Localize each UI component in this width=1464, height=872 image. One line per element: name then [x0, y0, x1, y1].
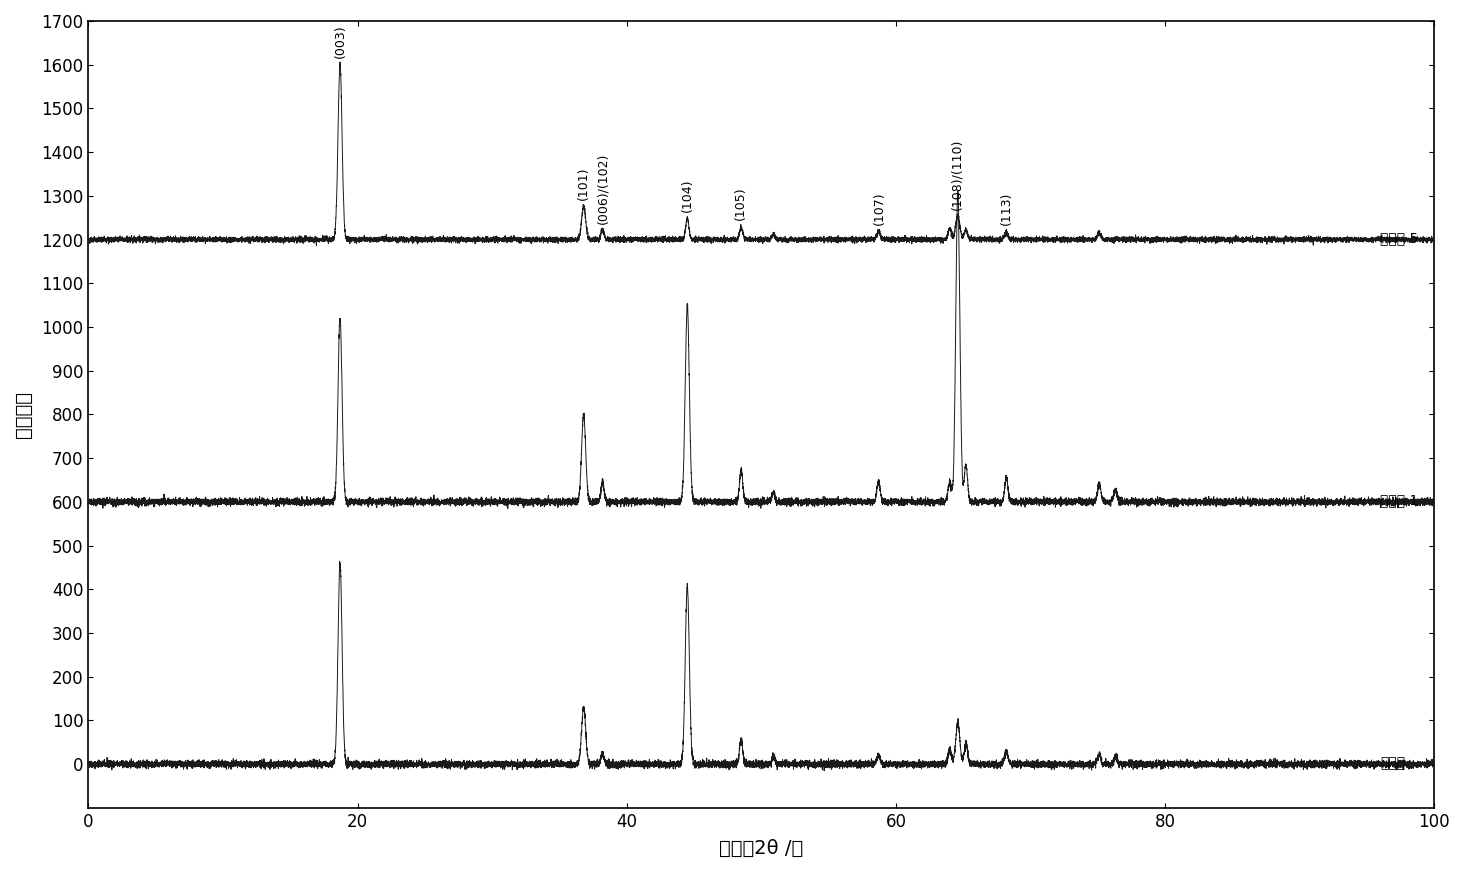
- Text: (104): (104): [681, 179, 694, 212]
- Text: 对比例: 对比例: [1381, 756, 1405, 770]
- Text: (113): (113): [1000, 191, 1013, 225]
- Y-axis label: 衍射强度: 衍射强度: [13, 391, 32, 438]
- X-axis label: 衍射角2θ /度: 衍射角2θ /度: [719, 839, 804, 858]
- Text: (006)/(102): (006)/(102): [596, 153, 609, 224]
- Text: (108)/(110): (108)/(110): [950, 138, 963, 209]
- Text: (003): (003): [334, 24, 347, 58]
- Text: 实施例 1: 实施例 1: [1381, 494, 1419, 508]
- Text: (105): (105): [735, 187, 747, 220]
- Text: (107): (107): [873, 191, 886, 225]
- Text: 实施例 5: 实施例 5: [1381, 231, 1419, 245]
- Text: (101): (101): [577, 167, 590, 201]
